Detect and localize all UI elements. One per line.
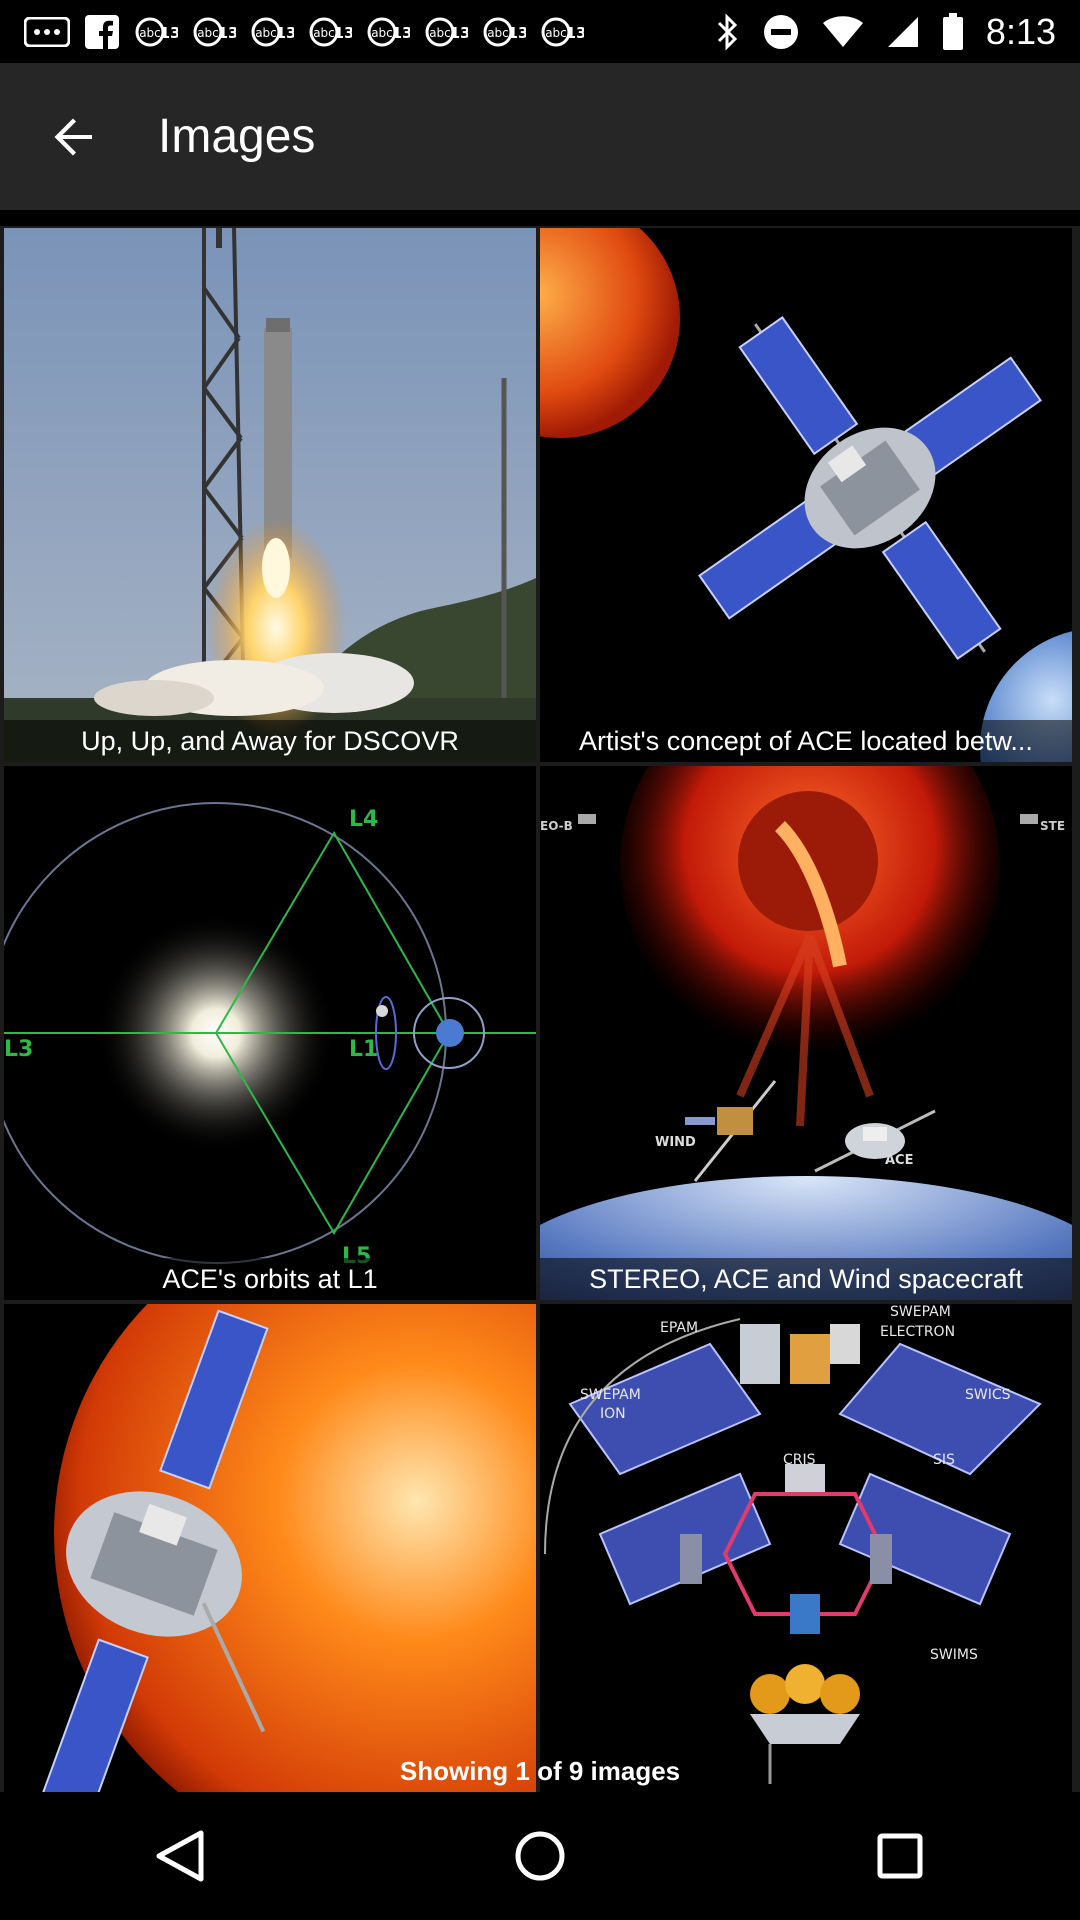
nav-recents-button[interactable] <box>830 1792 970 1920</box>
page-title: Images <box>158 110 316 163</box>
abc13-icon: abc 13 <box>540 16 584 48</box>
image-caption: Up, Up, and Away for DSCOVR <box>4 720 536 762</box>
abc13-icon: abc 13 <box>308 16 352 48</box>
svg-text:13: 13 <box>566 24 584 42</box>
l1-label: L1 <box>349 1037 378 1062</box>
back-button[interactable] <box>0 63 148 210</box>
svg-text:abc: abc <box>139 26 161 40</box>
rocket-launch-image <box>4 228 536 762</box>
stereo-ace-wind-image: EO-B STE WIND ACE <box>540 766 1072 1300</box>
triangle-back-icon <box>156 1830 204 1882</box>
lagrange-orbit-diagram: L4 L5 L1 L3 <box>4 766 536 1300</box>
abc13-icon: abc 13 <box>482 16 526 48</box>
sis-label: SIS <box>933 1452 955 1468</box>
facebook-icon <box>84 14 120 50</box>
image-gallery[interactable]: Up, Up, and Away for DSCOVR <box>0 226 1080 1792</box>
app-bar: Images <box>0 63 1080 210</box>
svg-text:abc: abc <box>371 26 393 40</box>
swepam-electron-label: SWEPAM <box>890 1304 951 1320</box>
ace-spacecraft-concept-image <box>540 228 1072 762</box>
stereo-b-label: EO-B <box>540 819 573 833</box>
signal-icon <box>886 15 920 49</box>
system-navigation-bar <box>0 1792 1080 1920</box>
image-counter: Showing 1 of 9 images <box>399 1756 681 1786</box>
battery-icon <box>942 12 964 51</box>
svg-text:abc: abc <box>313 26 335 40</box>
svg-text:abc: abc <box>429 26 451 40</box>
svg-text:abc: abc <box>545 26 567 40</box>
ace-sun-image <box>4 1304 536 1792</box>
l4-label: L4 <box>349 807 378 832</box>
ion-label: ION <box>600 1406 626 1422</box>
swics-label: SWICS <box>965 1387 1011 1403</box>
gallery-tile[interactable]: L4 L5 L1 L3 ACE's orbits at L1 <box>4 766 536 1300</box>
clock: 8:13 <box>985 10 1056 52</box>
wifi-icon <box>822 15 864 49</box>
swepam-ion-label: SWEPAM <box>580 1387 641 1403</box>
stereo-a-label: STE <box>1040 819 1065 833</box>
cris-label: CRIS <box>783 1452 816 1468</box>
abc13-icon: abc 13 <box>366 16 410 48</box>
svg-text:13: 13 <box>508 24 526 42</box>
svg-text:13: 13 <box>450 24 468 42</box>
gallery-tile[interactable] <box>4 1304 536 1792</box>
epam-label: EPAM <box>660 1320 698 1336</box>
arrow-back-icon <box>54 118 92 155</box>
abc13-icon: abc 13 <box>250 16 294 48</box>
image-caption: ACE's orbits at L1 <box>4 1258 536 1300</box>
system-icons: 8:13 <box>716 11 1056 53</box>
nav-back-button[interactable] <box>110 1792 250 1920</box>
gallery-tile[interactable]: Up, Up, and Away for DSCOVR <box>4 228 536 762</box>
abc13-icon: abc 13 <box>192 16 236 48</box>
image-caption: STEREO, ACE and Wind spacecraft <box>540 1258 1072 1300</box>
l3-label: L3 <box>4 1037 33 1062</box>
svg-text:13: 13 <box>392 24 410 42</box>
svg-text:13: 13 <box>276 24 294 42</box>
status-bar: abc 13 abc 13 abc 13 abc 13 abc 13 abc 13 abc 1… <box>0 0 1080 63</box>
notification-area: abc 13 abc 13 abc 13 abc 13 abc 13 abc 13 abc 1… <box>24 14 716 50</box>
circle-home-icon <box>515 1831 565 1881</box>
ace-label: ACE <box>885 1153 913 1168</box>
gallery-tile[interactable]: EO-B STE WIND ACE STEREO, ACE and Wind s… <box>540 766 1072 1300</box>
swims-label: SWIMS <box>930 1647 978 1663</box>
bluetooth-icon <box>716 12 740 51</box>
svg-text:abc: abc <box>255 26 277 40</box>
svg-text:13: 13 <box>160 24 178 42</box>
more-icon <box>24 16 70 47</box>
do-not-disturb-icon <box>762 13 800 51</box>
gallery-tile[interactable]: Artist's concept of ACE located betw... <box>540 228 1072 762</box>
abc13-icon: abc 13 <box>424 16 468 48</box>
svg-text:abc: abc <box>197 26 219 40</box>
svg-text:abc: abc <box>487 26 509 40</box>
abc13-icon: abc 13 <box>134 16 178 48</box>
svg-text:13: 13 <box>218 24 236 42</box>
svg-text:13: 13 <box>334 24 352 42</box>
ace-instruments-diagram: EPAM SWEPAM ION SWEPAM ELECTRON SWICS CR… <box>540 1304 1072 1792</box>
image-caption: Artist's concept of ACE located betw... <box>540 720 1072 762</box>
electron-label: ELECTRON <box>880 1324 955 1340</box>
nav-home-button[interactable] <box>470 1792 610 1920</box>
wind-label: WIND <box>655 1135 696 1150</box>
square-recents-icon <box>877 1833 923 1879</box>
gallery-tile[interactable]: EPAM SWEPAM ION SWEPAM ELECTRON SWICS CR… <box>540 1304 1072 1792</box>
